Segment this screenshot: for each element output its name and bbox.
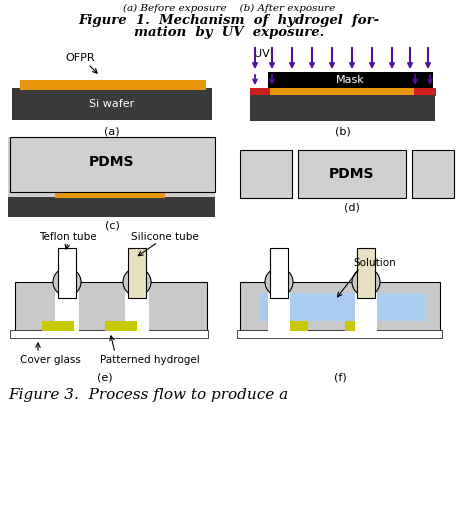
Bar — [20, 80, 206, 90]
Text: Figure  1.  Mechanism  of  hydrogel  for-: Figure 1. Mechanism of hydrogel for- — [78, 14, 380, 27]
Text: mation  by  UV  exposure.: mation by UV exposure. — [134, 26, 324, 39]
Bar — [355, 282, 377, 332]
Text: Silicone tube: Silicone tube — [131, 232, 199, 242]
Bar — [8, 137, 215, 217]
Bar — [250, 95, 435, 121]
Text: (b): (b) — [335, 127, 351, 137]
Bar — [260, 293, 425, 321]
Bar — [8, 42, 215, 128]
Text: PDMS: PDMS — [89, 155, 135, 169]
Bar — [268, 72, 433, 88]
Bar — [105, 321, 137, 331]
Bar — [412, 150, 454, 198]
Circle shape — [265, 268, 293, 296]
Text: Figure 3.  Process flow to produce a: Figure 3. Process flow to produce a — [8, 388, 288, 402]
Bar — [250, 88, 270, 96]
Bar — [237, 330, 442, 338]
Bar — [128, 248, 146, 298]
Bar — [55, 282, 79, 332]
Text: UV: UV — [254, 49, 270, 59]
Text: (e): (e) — [97, 372, 113, 382]
Text: Solution: Solution — [354, 258, 396, 268]
Bar — [12, 88, 212, 120]
Text: Si wafer: Si wafer — [89, 99, 135, 109]
Text: PDMS: PDMS — [329, 167, 375, 181]
Bar — [298, 150, 406, 198]
Bar — [240, 282, 440, 332]
Bar — [8, 197, 215, 217]
Bar — [55, 190, 165, 198]
Bar — [125, 282, 149, 332]
Bar — [58, 248, 76, 298]
Bar — [268, 282, 290, 332]
Circle shape — [53, 268, 81, 296]
Bar — [15, 282, 207, 332]
Bar — [270, 248, 288, 298]
Bar — [240, 150, 292, 198]
Bar — [414, 88, 436, 96]
Text: (a) Before exposure    (b) After exposure: (a) Before exposure (b) After exposure — [123, 4, 335, 13]
Bar — [280, 321, 308, 331]
Text: Teflon tube: Teflon tube — [39, 232, 97, 242]
Circle shape — [352, 268, 380, 296]
Bar — [10, 137, 215, 192]
Bar — [10, 330, 208, 338]
Text: Patterned hydrogel: Patterned hydrogel — [100, 355, 200, 365]
Bar — [250, 88, 435, 96]
Text: Mask: Mask — [336, 75, 365, 85]
Bar — [345, 321, 373, 331]
Bar — [42, 321, 74, 331]
Text: Cover glass: Cover glass — [20, 355, 81, 365]
Text: (d): (d) — [344, 202, 360, 212]
Text: (a): (a) — [104, 127, 120, 137]
Text: (c): (c) — [104, 220, 120, 230]
Text: (f): (f) — [333, 372, 346, 382]
Bar — [357, 248, 375, 298]
Circle shape — [123, 268, 151, 296]
Text: OFPR: OFPR — [65, 53, 95, 63]
